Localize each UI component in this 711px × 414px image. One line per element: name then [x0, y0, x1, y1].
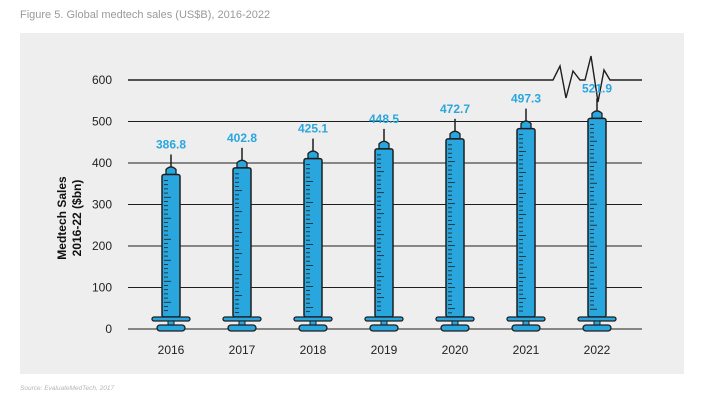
syringe-hub [591, 110, 603, 120]
source-note: Source: EvaluateMedTech, 2017 [20, 385, 115, 392]
syringe-barrel [374, 148, 394, 318]
syringe-flange [151, 316, 191, 322]
syringe-bar-2017: 402.8 [222, 131, 262, 332]
data-label: 402.8 [227, 131, 257, 145]
syringe-bars: 386.8 402.8 425.1 448.5 472.7 497.3 521.9 [151, 81, 617, 332]
syringe-hub [378, 140, 390, 150]
data-label: 386.8 [156, 137, 186, 151]
syringe-barrel [587, 117, 607, 318]
medtech-sales-chart: 0 100 200 300 400 500 600 386.8 402.8 425.1 448.5… [55, 55, 642, 357]
plunger-head [582, 324, 612, 332]
y-tick-label: 200 [92, 239, 112, 253]
plunger-head [227, 324, 257, 332]
syringe-flange [577, 316, 617, 322]
syringe-bar-2021: 497.3 [506, 92, 546, 332]
data-label: 472.7 [440, 102, 470, 116]
x-axis-ticks: 2016 2017 2018 2019 2020 2021 2022 [158, 343, 611, 357]
syringe-hub [307, 150, 319, 160]
syringe-hub [520, 120, 532, 130]
syringe-bar-2016: 386.8 [151, 137, 191, 332]
syringe-barrel [161, 173, 181, 318]
figure-title: Figure 5. Global medtech sales (US$B), 2… [20, 9, 271, 21]
y-axis-ticks: 0 100 200 300 400 500 600 [92, 73, 112, 336]
syringe-flange [506, 316, 546, 322]
x-tick-label: 2019 [371, 343, 398, 357]
y-axis-label: Medtech Sales 2016-22 ($bn) [55, 176, 84, 260]
y-tick-label: 500 [92, 115, 112, 129]
plunger-head [440, 324, 470, 332]
plunger-head [369, 324, 399, 332]
gridline-600 [128, 55, 642, 103]
chart-panel [20, 33, 684, 374]
plunger-head [298, 324, 328, 332]
x-tick-label: 2017 [229, 343, 256, 357]
data-label: 497.3 [511, 92, 541, 106]
syringe-hub [165, 166, 177, 176]
plunger-head [511, 324, 541, 332]
syringe-flange [293, 316, 333, 322]
syringe-bar-2022: 521.9 [577, 81, 617, 332]
y-tick-label: 100 [92, 281, 112, 295]
x-tick-label: 2022 [584, 343, 611, 357]
data-label: 425.1 [298, 122, 328, 136]
syringe-hub [449, 130, 461, 140]
x-tick-label: 2021 [513, 343, 540, 357]
syringe-bar-2018: 425.1 [293, 122, 333, 332]
y-tick-label: 400 [92, 156, 112, 170]
data-label: 448.5 [369, 112, 399, 126]
syringe-flange [435, 316, 475, 322]
x-tick-label: 2018 [300, 343, 327, 357]
y-axis-label-line2: 2016-22 ($bn) [70, 180, 84, 257]
syringe-flange [222, 316, 262, 322]
y-axis-label-line1: Medtech Sales [55, 176, 69, 260]
syringe-flange [364, 316, 404, 322]
plunger-head [156, 324, 186, 332]
syringe-bar-2019: 448.5 [364, 112, 404, 332]
y-tick-label: 0 [105, 322, 112, 336]
y-tick-label: 600 [92, 73, 112, 87]
y-tick-label: 300 [92, 198, 112, 212]
syringe-hub [236, 159, 248, 169]
syringe-barrel [232, 167, 252, 318]
syringe-bar-2020: 472.7 [435, 102, 475, 332]
syringe-barrel [303, 157, 323, 318]
x-tick-label: 2020 [442, 343, 469, 357]
data-label: 521.9 [582, 81, 612, 95]
x-tick-label: 2016 [158, 343, 185, 357]
